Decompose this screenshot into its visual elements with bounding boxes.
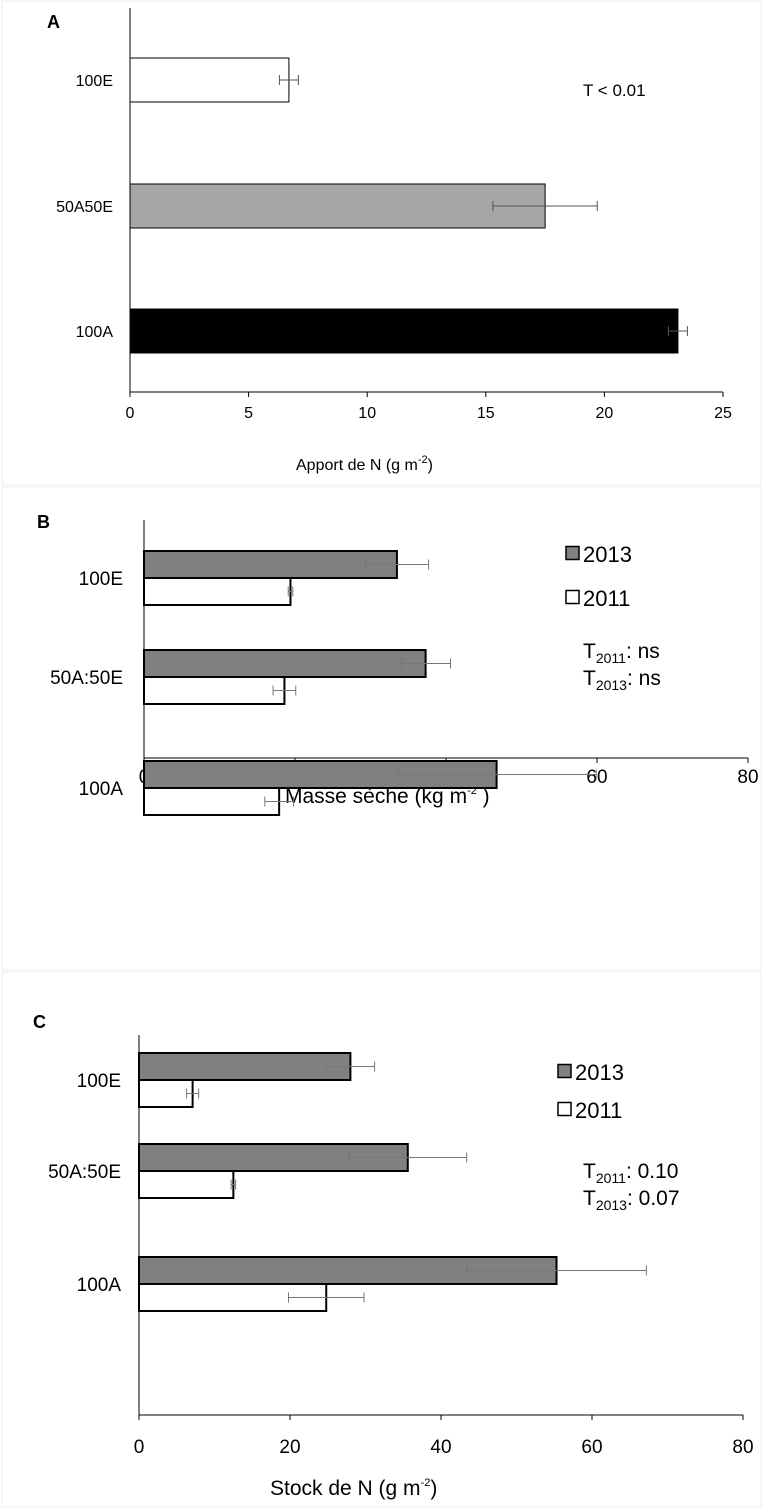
panel-b-frame (1, 486, 762, 971)
panel-a-category-label: 100E (76, 73, 113, 90)
panel-b-stat-2013-sub: 2013 (596, 677, 627, 693)
panel-c-bar-2011 (138, 1079, 194, 1108)
panel-c-legend-swatch-2013 (557, 1063, 572, 1079)
panel-b-stat-2011: T2011: ns (583, 640, 660, 666)
panel-c-legend-label-2013: 2013 (575, 1060, 624, 1085)
panel-a-annotation: T < 0.01 (583, 81, 646, 100)
panel-b-bar-2011 (143, 577, 292, 606)
panel-b-stat-2011-label: T (583, 640, 596, 663)
panel-b-bar-2011 (143, 676, 286, 705)
panel-a-category-label: 50A50E (56, 199, 113, 216)
panel-c-xlabel-sup: -2 (421, 1477, 431, 1489)
panel-b-legend-label-2011: 2011 (583, 586, 630, 611)
panel-a-x-tick-label: 5 (244, 405, 253, 422)
panel-c-stat-2013: T2013: 0.07 (583, 1187, 680, 1213)
panel-c-bar-2013 (138, 1143, 409, 1172)
panel-b-letter: B (37, 512, 50, 532)
panel-c-category-label: 100A (77, 1275, 122, 1296)
panel-a-xlabel-main: Apport de N (g m (296, 457, 418, 474)
panel-b-category-label: 100E (79, 569, 123, 590)
panel-b-x-tick-label: 60 (586, 767, 607, 788)
panel-a-x-tick-label: 15 (477, 405, 495, 422)
panel-c-x-axis-label: Stock de N (g m-2) (270, 1477, 437, 1500)
panel-b-bar-2013 (143, 550, 398, 579)
panel-c-stat-2011-sub: 2011 (596, 1170, 626, 1186)
panel-c-letter: C (33, 1012, 46, 1032)
panel-a-x-tick-label: 25 (714, 405, 732, 422)
panel-b-stat-2013-label: T (583, 667, 596, 690)
panel-b-bar-2013 (143, 649, 427, 678)
panel-a-x-tick-label: 0 (126, 405, 135, 422)
panel-b-stat-2013: T2013: ns (583, 667, 661, 693)
panel-c-bar-2013 (138, 1052, 352, 1081)
panel-c-x-tick-label: 20 (279, 1437, 300, 1458)
panel-c-x-tick-label: 80 (732, 1437, 753, 1458)
panel-b-legend-swatch-2013 (565, 545, 580, 561)
panel-b-xlabel-sup: -2 (467, 785, 477, 797)
panel-b-legend-swatch-2011 (565, 589, 580, 605)
panel-c-stat-2013-value: : 0.07 (627, 1187, 680, 1210)
panel-a-x-tick-label: 10 (358, 405, 376, 422)
panel-a-bar (129, 308, 679, 354)
panel-c-category-label: 50A:50E (48, 1162, 121, 1183)
panel-a-x-axis-label: Apport de N (g m-2) (296, 454, 433, 474)
panel-c-x-tick-label: 40 (430, 1437, 451, 1458)
panel-c-stat-2011-value: : 0.10 (626, 1160, 679, 1183)
chart-marks: 0 5 10 15 20 25 100E 50A50E 100A 0 20 40 60 80 100E 50A… (48, 8, 759, 1458)
panel-b-stat-2013-value: : ns (627, 667, 661, 690)
panel-b-stat-2011-value: : ns (626, 640, 660, 663)
panel-b-x-axis-label: Masse sèche (kg m-2 ) (285, 785, 490, 808)
panel-c-legend-swatch-2011 (557, 1101, 572, 1117)
panel-a-bar (129, 183, 546, 229)
panel-c-bar-2011 (138, 1170, 235, 1199)
panel-b-xlabel-main: Masse sèche (kg m (285, 785, 467, 808)
panel-a-bar (129, 57, 290, 103)
panel-c-frame (1, 971, 762, 1508)
panel-b-stat-2011-sub: 2011 (596, 650, 626, 666)
panel-c-xlabel-end: ) (430, 1477, 437, 1500)
panel-c-category-label: 100E (77, 1071, 121, 1092)
panel-b-legend-label-2013: 2013 (583, 542, 632, 567)
panel-c-xlabel-main: Stock de N (g m (270, 1477, 421, 1500)
panel-a-letter: A (47, 12, 60, 32)
panel-a-xlabel-sup: -2 (418, 454, 428, 466)
panel-b-xlabel-end: ) (477, 785, 490, 808)
panel-b-category-label: 100A (79, 779, 124, 800)
panel-a-xlabel-end: ) (428, 457, 433, 474)
panel-c-stat-2011: T2011: 0.10 (583, 1160, 678, 1186)
panel-c-stat-2013-sub: 2013 (596, 1197, 627, 1213)
panel-b-bar-2011 (143, 787, 281, 816)
panel-c-x-tick-label: 60 (581, 1437, 602, 1458)
panel-b-category-label: 50A:50E (50, 668, 123, 689)
panel-a-frame (1, 0, 762, 486)
panel-c-legend-label-2011: 2011 (575, 1098, 622, 1123)
panel-c-stat-2013-label: T (583, 1187, 596, 1210)
panel-a-category-label: 100A (76, 324, 114, 341)
panel-b-x-tick-label: 80 (737, 767, 758, 788)
panel-c-x-tick-label: 0 (134, 1437, 145, 1458)
panel-a-x-tick-label: 20 (596, 405, 614, 422)
panel-c-stat-2011-label: T (583, 1160, 596, 1183)
